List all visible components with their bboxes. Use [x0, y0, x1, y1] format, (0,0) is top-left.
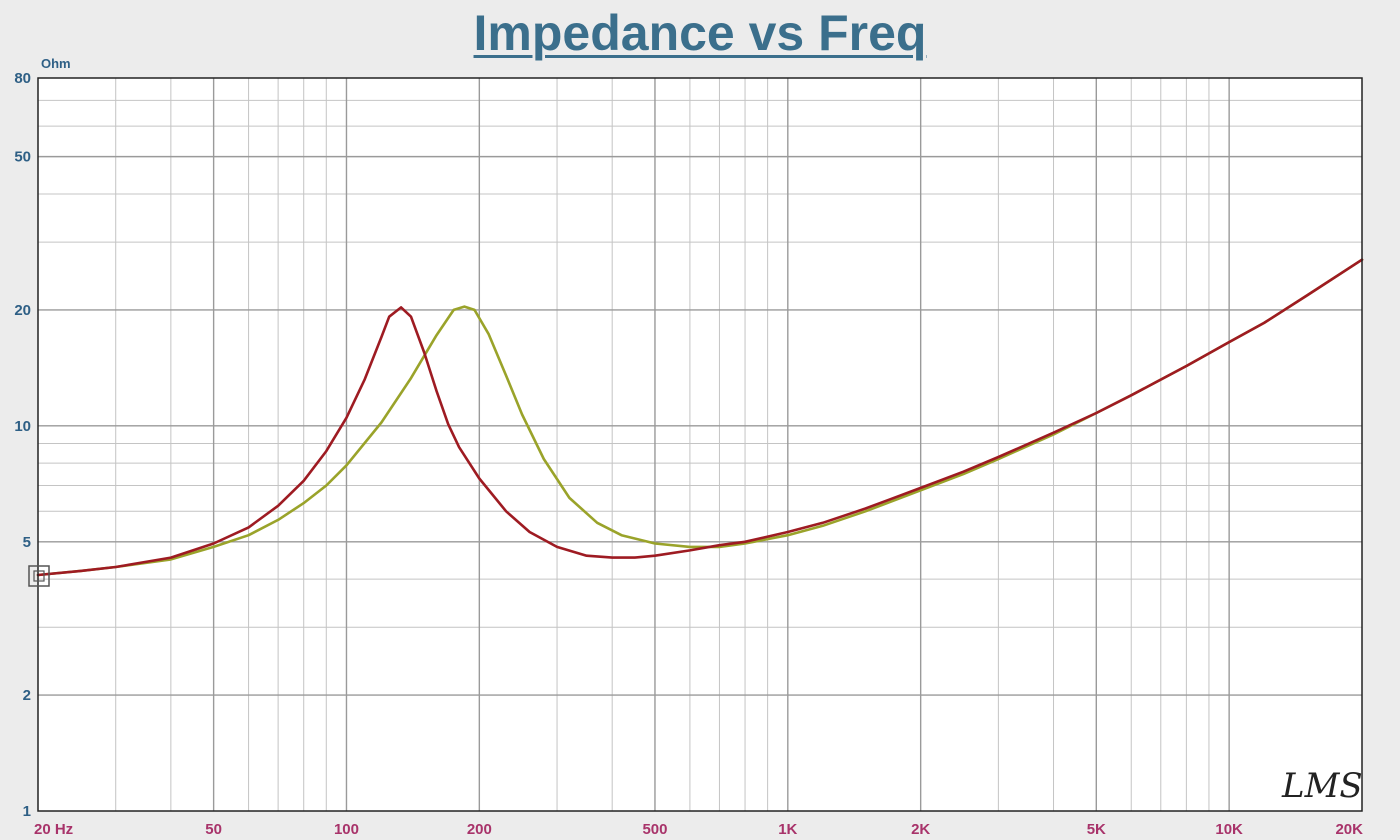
y-tick-label: 5: [23, 534, 31, 551]
y-tick-labels: 1 2 5 10 20 50 80: [14, 70, 31, 820]
y-axis-unit: Ohm: [41, 56, 71, 71]
lms-logo: LMS: [1281, 766, 1363, 806]
cursor-marker-icon[interactable]: [28, 565, 50, 587]
y-tick-label: 10: [14, 418, 31, 435]
y-tick-label: 2: [23, 687, 31, 704]
series-line-1: [36, 258, 1364, 577]
y-tick-label: 80: [14, 70, 31, 87]
y-tick-label: 1: [23, 803, 31, 820]
x-tick-label: 500: [642, 821, 667, 838]
plot-frame: [37, 77, 1363, 812]
x-tick-label: 1K: [778, 821, 797, 838]
x-tick-label: 10K: [1215, 821, 1243, 838]
x-tick-labels: 20 Hz 50 100 200 500 1K 2K 5K 10K 20K: [34, 821, 1363, 838]
chart-title: Impedance vs Freq: [473, 5, 927, 61]
x-tick-label: 20 Hz: [34, 821, 73, 838]
grid-major: [38, 78, 1362, 811]
y-tick-label: 50: [14, 149, 31, 166]
x-tick-label: 200: [467, 821, 492, 838]
y-tick-label: 20: [14, 302, 31, 319]
x-tick-label: 20K: [1335, 821, 1363, 838]
x-tick-label: 5K: [1087, 821, 1106, 838]
x-tick-label: 50: [205, 821, 222, 838]
x-tick-label: 100: [334, 821, 359, 838]
series-layer: [36, 258, 1364, 577]
plot-area: [38, 78, 1362, 811]
x-tick-label: 2K: [911, 821, 930, 838]
grid-minor: [38, 78, 1362, 811]
